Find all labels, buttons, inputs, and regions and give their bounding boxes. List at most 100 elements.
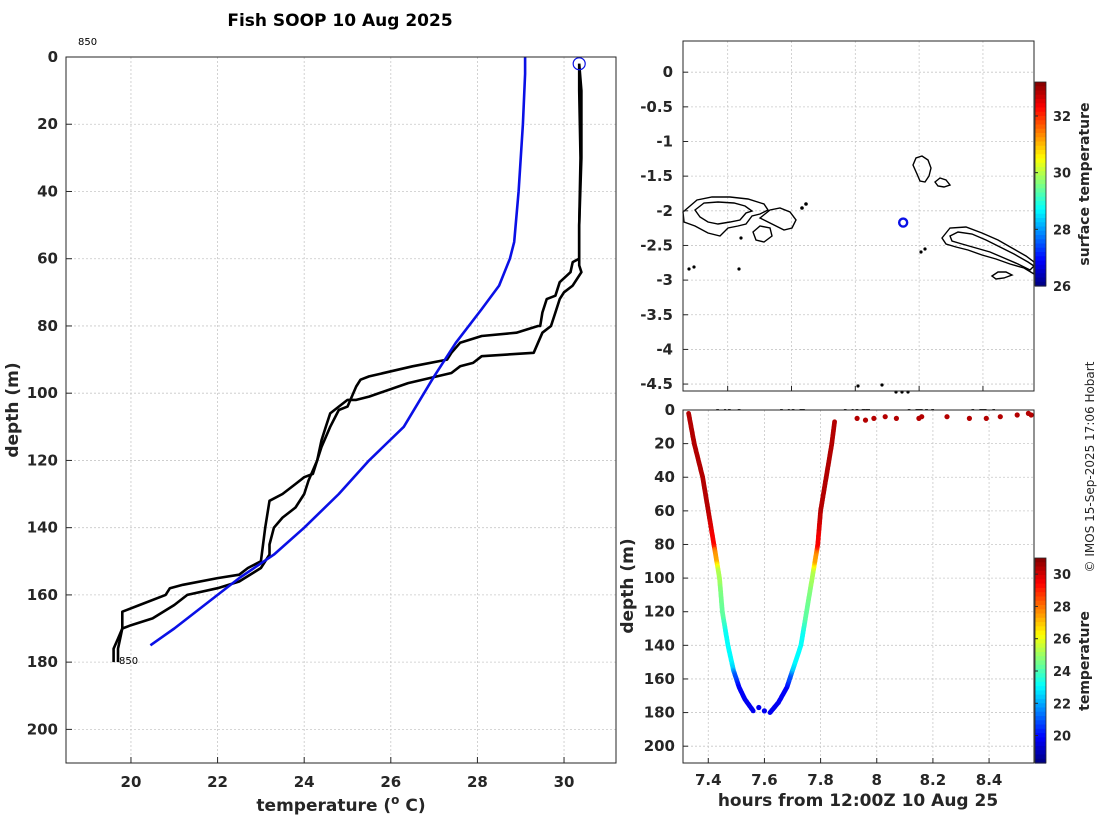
track-y-tick-label: 140: [644, 636, 675, 654]
map-lat-tick-label: -4: [656, 340, 673, 358]
track-point: [756, 704, 762, 711]
colorbar-segment: [1035, 264, 1046, 270]
colorbar-segment: [1035, 733, 1046, 738]
track-y-tick-label: 40: [654, 468, 675, 486]
profile-y-tick-label: 40: [37, 182, 58, 200]
colorbar-segment: [1035, 660, 1046, 666]
map-lat-tick-label: 0: [663, 63, 673, 81]
profile-x-axis-label: temperature (o C): [256, 793, 425, 816]
colorbar-segment: [1035, 728, 1046, 734]
profile-axes-frame: [65, 56, 617, 764]
temperature-colorbar: 20 22 24 26 28 30: [1034, 557, 1071, 764]
profile-y-tick-label: 120: [27, 451, 58, 469]
profile-y-tick-label: 60: [37, 250, 58, 268]
colorbar-segment: [1035, 128, 1046, 134]
track-y-tick-label: 120: [644, 603, 675, 621]
track-point: [832, 419, 837, 425]
profile-y-tick-label: 80: [37, 317, 58, 335]
profile-y-tick-label: 140: [27, 519, 58, 537]
temperature-colorbar-label: temperature: [1077, 611, 1093, 711]
track-y-axis-label: depth (m): [618, 538, 638, 633]
colorbar-segment: [1035, 188, 1046, 194]
colorbar-segment: [1035, 184, 1046, 189]
profile-annotation-bottom: 850: [119, 656, 138, 667]
profile-ticks: 20 22 24 26 28 30 0 20 40 60 80 100 120 140 160 180 200: [27, 48, 575, 791]
colorbar-tick-label: 28: [1053, 600, 1071, 615]
map-label-clip: [680, 396, 1040, 409]
location-marker: [897, 217, 909, 228]
track-points: [686, 410, 1034, 715]
colorbar-tick-label: 22: [1053, 697, 1071, 712]
colorbar-segment: [1035, 677, 1046, 683]
colorbar-segment: [1035, 111, 1046, 117]
track-y-tick-label: 100: [644, 569, 675, 587]
colorbar-tick-label: 26: [1053, 633, 1071, 648]
colorbar-segment: [1035, 617, 1046, 623]
profile-y-tick-label: 20: [37, 115, 58, 133]
colorbar-segment: [1035, 686, 1046, 691]
track-y-tick-label: 80: [654, 535, 675, 553]
colorbar-segment: [1035, 613, 1046, 619]
colorbar-segment: [1035, 269, 1046, 274]
colorbar-segment: [1035, 664, 1046, 670]
colorbar-segment: [1035, 230, 1046, 236]
profile-x-tick-label: 20: [121, 773, 142, 791]
track-point: [882, 414, 888, 420]
colorbar-segment: [1035, 694, 1046, 700]
colorbar-segment: [1035, 579, 1046, 585]
track-x-tick-label: 8: [872, 771, 882, 789]
colorbar-segment: [1035, 651, 1046, 657]
colorbar-segment: [1035, 141, 1046, 147]
colorbar-segment: [1035, 247, 1046, 253]
colorbar-segment: [1035, 145, 1046, 151]
colorbar-frame: [1034, 81, 1047, 287]
colorbar-segment: [1035, 741, 1046, 747]
colorbar-segment: [1035, 235, 1046, 240]
track-point: [966, 415, 973, 421]
colorbar-segment: [1035, 133, 1046, 138]
colorbar-segment: [1035, 201, 1046, 206]
colorbar-segment: [1035, 587, 1046, 593]
track-plot-area: [683, 410, 1034, 763]
colorbar-segment: [1035, 158, 1046, 164]
colorbar-segment: [1035, 243, 1046, 249]
colorbar-tick-label: 32: [1053, 110, 1071, 125]
track-point: [761, 708, 768, 714]
colorbar-segment: [1035, 90, 1046, 96]
colorbar-segment: [1035, 711, 1046, 717]
surface-temperature-colorbar-label: surface temperature: [1077, 102, 1093, 265]
colorbar-segment: [1035, 566, 1046, 572]
track-point: [983, 415, 989, 421]
track-point: [862, 417, 869, 423]
colorbar-segment: [1035, 639, 1046, 645]
track-x-tick-label: 8.4: [976, 771, 1003, 789]
colorbar-segment: [1035, 154, 1046, 160]
colorbar-segment: [1035, 609, 1046, 615]
track-x-tick-label: 7.6: [751, 771, 778, 789]
colorbar-segment: [1035, 171, 1046, 177]
colorbar-segment: [1035, 82, 1046, 87]
profile-chart: 20 22 24 26 28 30020406080100120140160180200 …: [3, 37, 617, 816]
colorbar-segment: [1035, 681, 1046, 687]
map-grid: [683, 41, 1034, 391]
position-marker: [897, 217, 909, 228]
track-point: [893, 415, 900, 421]
surface-temperature-colorbar: 26 28 30 32: [1034, 81, 1071, 295]
colorbar-segment: [1035, 720, 1046, 726]
track-y-tick-label: 60: [654, 502, 675, 520]
colorbar-segment: [1035, 99, 1046, 104]
colorbar-segment: [1035, 656, 1046, 662]
colorbar-segment: [1035, 634, 1046, 640]
colorbar-segment: [1035, 604, 1046, 610]
colorbar-segment: [1035, 162, 1046, 168]
colorbar-segment: [1035, 213, 1046, 219]
colorbar-tick-label: 24: [1053, 665, 1071, 680]
colorbar-segment: [1035, 622, 1046, 627]
location-map: 1471481491501510-0.5-1-1.5-2-2.5-3-3.5-4…: [640, 40, 1093, 419]
colorbar-segment: [1035, 630, 1046, 636]
colorbar-segment: [1035, 669, 1046, 674]
colorbar-segment: [1035, 226, 1046, 232]
coastline: [682, 155, 1036, 394]
colorbar-segment: [1035, 150, 1046, 155]
